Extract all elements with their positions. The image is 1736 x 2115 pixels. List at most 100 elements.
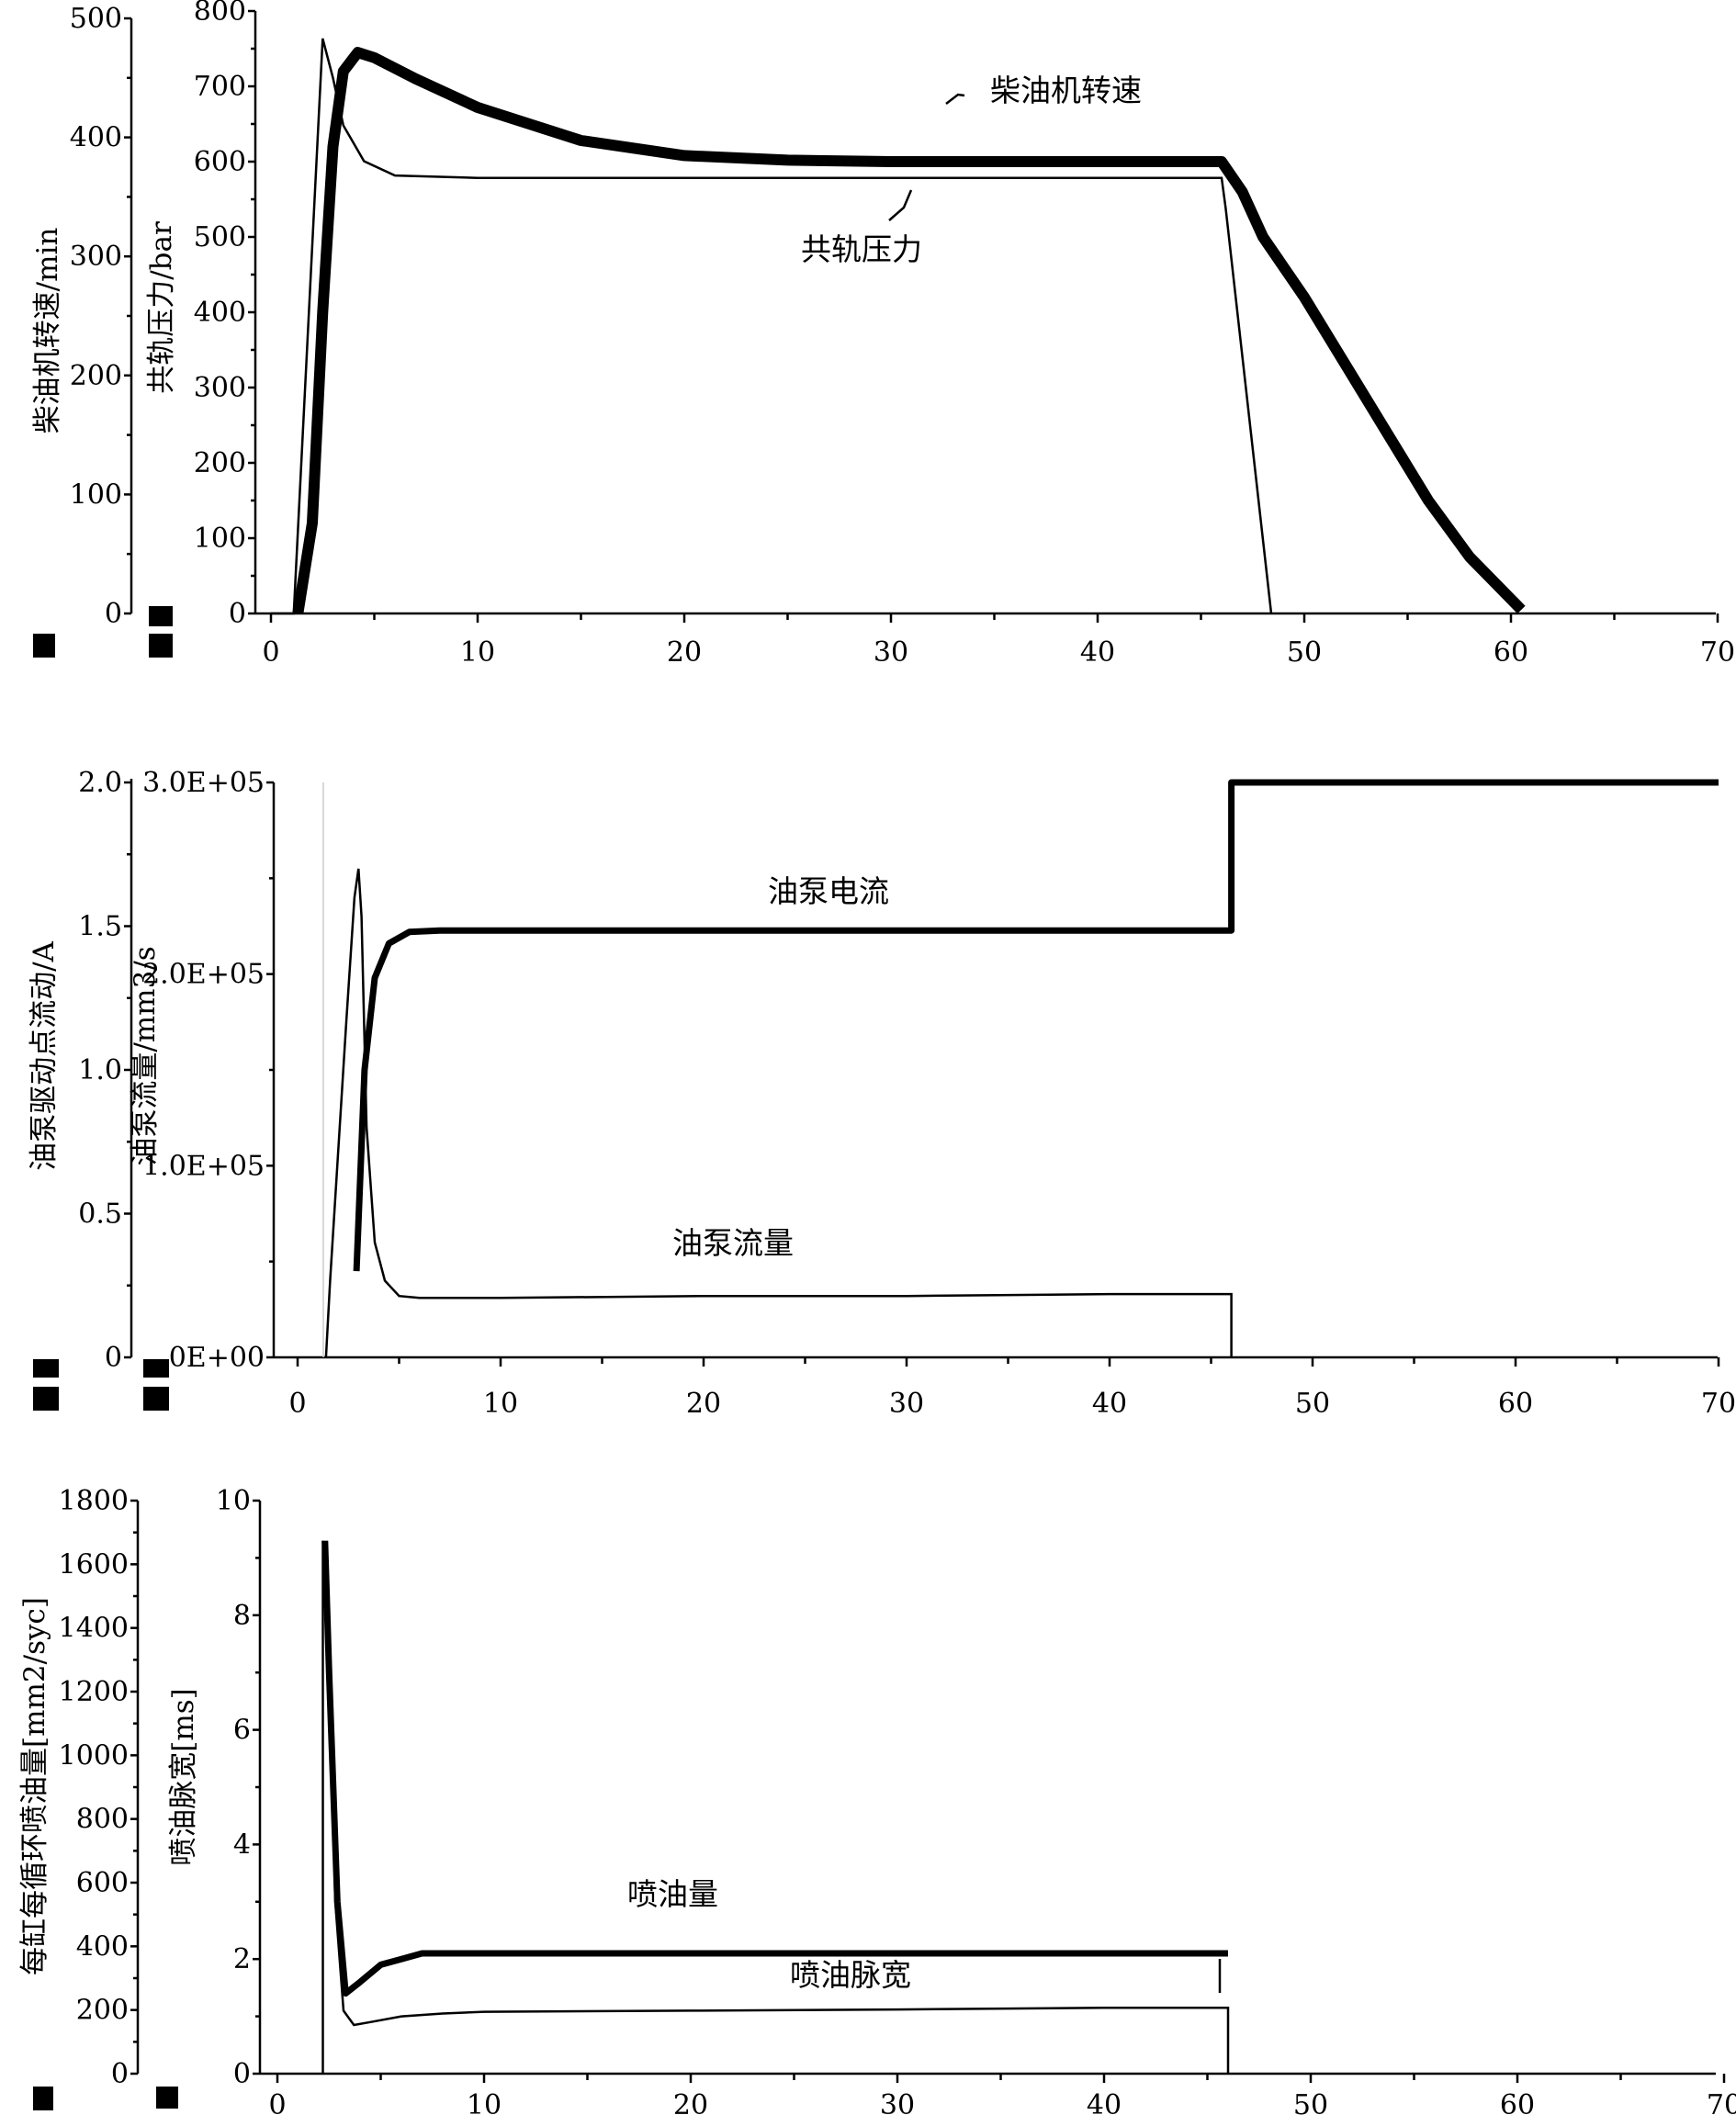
y-tick-label: 300: [70, 241, 122, 273]
series-rail-pressure-line: [292, 47, 1526, 614]
y-tick-label: 2.0: [78, 767, 122, 799]
y-tick-label: 0: [105, 1342, 122, 1374]
y-tick-label: 1800: [59, 1485, 129, 1517]
annotation-pump-flow: 油泵流量: [672, 1225, 794, 1261]
y-tick-label: 10: [216, 1485, 251, 1517]
x-tick-label: 0: [262, 636, 279, 669]
y-tick-label: 4: [233, 1828, 251, 1861]
y-tick-label: 300: [194, 372, 246, 404]
x-tick-label: 70: [1700, 636, 1735, 669]
x-tick-label: 30: [880, 2089, 915, 2115]
y-tick-label: 800: [194, 0, 246, 28]
x-tick-label: 10: [467, 2089, 502, 2115]
x-tick-label: 60: [1494, 636, 1528, 669]
y-tick-label: 6: [233, 1715, 251, 1747]
x-tick-label: 10: [460, 636, 495, 669]
marker-square: [33, 2087, 53, 2110]
marker-square: [33, 1359, 59, 1378]
annotation-pulse-width: 喷油脉宽: [790, 1957, 911, 1993]
y-tick-label: 500: [194, 221, 246, 253]
leader-engine-speed: [945, 93, 965, 105]
annotation-pump-current: 油泵电流: [768, 873, 889, 909]
y-tick-label: 400: [76, 1930, 129, 1963]
y-tick-label: 3.0E+05: [142, 767, 265, 799]
y-tick-label: 400: [70, 122, 122, 154]
y-tick-label: 0E+00: [169, 1342, 265, 1374]
y-tick-label: 2.0E+05: [142, 959, 265, 991]
panel-engine-speed-rail-pressure: 0 10 20 30 40 50 60 700100200300400500010020030…: [31, 0, 1735, 669]
y-tick-label: 800: [76, 1804, 129, 1836]
y-tick-label: 1600: [59, 1548, 129, 1581]
y-tick-label: 200: [194, 447, 246, 479]
panel3-axis1-label: 每缸每循环喷油量[mm2/syc]: [18, 1597, 51, 1975]
y-tick-label: 400: [194, 297, 246, 329]
panel-pump-current-flow: 0 10 20 30 40 50 60 70 0 0.5 1.0 1.5 2.0 0E+00 1.0E+05…: [28, 767, 1736, 1420]
y-tick-label: 0: [111, 2058, 129, 2090]
series-injection-quantity-line: [321, 1540, 1228, 1997]
x-tick-label: 70: [1701, 1388, 1736, 1420]
panel1-ticks: 0 10 20 30 40 50 60 700100200300400500010020030…: [70, 0, 1735, 669]
x-tick-label: 40: [1092, 1388, 1127, 1420]
panel1-axis2-label: 共轨压力/bar: [145, 221, 178, 394]
panel-injection: 0 10 20 30 40 50 60 700200400600800100012001400…: [18, 1485, 1736, 2115]
series-pump-flow-line: [324, 868, 1233, 1358]
y-tick-label: 1000: [59, 1739, 129, 1772]
y-tick-label: 0: [105, 598, 122, 630]
series-engine-speed-line: [271, 38, 1273, 615]
x-tick-label: 20: [667, 636, 702, 669]
marker-square: [143, 1387, 169, 1411]
y-tick-label: 100: [194, 523, 246, 555]
panel2-ticks: 0 10 20 30 40 50 60 70 0 0.5 1.0 1.5 2.0 0E+00 1.0E+05…: [78, 767, 1736, 1420]
x-tick-label: 30: [874, 636, 908, 669]
panel2-axis2-label: 油泵流量/mm3/s: [129, 946, 162, 1165]
y-tick-label: 0: [229, 598, 246, 630]
x-tick-label: 20: [686, 1388, 721, 1420]
y-tick-label: 600: [194, 146, 246, 178]
x-tick-label: 40: [1087, 2089, 1122, 2115]
y-tick-label: 200: [76, 1995, 129, 2027]
panel3-ticks: 0 10 20 30 40 50 60 700200400600800100012001400…: [59, 1485, 1736, 2115]
panel1-axis1-label: 柴油机转速/min: [31, 228, 64, 434]
y-tick-label: 600: [76, 1867, 129, 1899]
x-tick-label: 0: [268, 2089, 286, 2115]
y-tick-label: 1.0: [78, 1054, 122, 1086]
marker-square: [143, 1359, 169, 1378]
panel2-axis1-label: 油泵驱动点流动/A: [28, 940, 61, 1170]
y-tick-label: 700: [194, 71, 246, 103]
y-tick-label: 1.5: [78, 911, 122, 943]
x-tick-label: 30: [889, 1388, 924, 1420]
annotation-rail-pressure: 共轨压力: [801, 231, 922, 267]
y-tick-label: 0: [233, 2058, 251, 2090]
y-tick-label: 1.0E+05: [142, 1150, 265, 1182]
x-tick-label: 50: [1287, 636, 1322, 669]
x-tick-label: 0: [288, 1388, 306, 1420]
marker-square: [156, 2087, 178, 2109]
annotation-engine-speed: 柴油机转速: [990, 73, 1142, 108]
y-tick-label: 1200: [59, 1676, 129, 1708]
x-tick-label: 50: [1293, 2089, 1328, 2115]
series-pulse-width-line: [321, 1540, 1230, 2074]
x-tick-label: 20: [673, 2089, 708, 2115]
annotation-injection-quantity: 喷油量: [627, 1876, 718, 1912]
panel3-axis2-label: 喷油脉宽[ms]: [167, 1688, 200, 1866]
leader-rail-pressure: [888, 189, 913, 221]
y-tick-label: 1400: [59, 1613, 129, 1645]
y-tick-label: 2: [233, 1943, 251, 1975]
y-tick-label: 200: [70, 360, 122, 392]
marker-square: [33, 1387, 59, 1411]
y-tick-label: 100: [70, 478, 122, 511]
y-tick-label: 8: [233, 1600, 251, 1632]
x-tick-label: 60: [1498, 1388, 1533, 1420]
x-tick-label: 70: [1707, 2089, 1736, 2115]
x-tick-label: 10: [483, 1388, 518, 1420]
x-tick-label: 50: [1295, 1388, 1330, 1420]
y-tick-label: 500: [70, 3, 122, 35]
x-tick-label: 40: [1080, 636, 1115, 669]
marker-square: [149, 634, 173, 658]
x-tick-label: 60: [1500, 2089, 1535, 2115]
marker-square: [149, 606, 173, 626]
series-pump-current-line: [353, 779, 1719, 1272]
y-tick-label: 0.5: [78, 1198, 122, 1231]
marker-square: [33, 634, 55, 658]
